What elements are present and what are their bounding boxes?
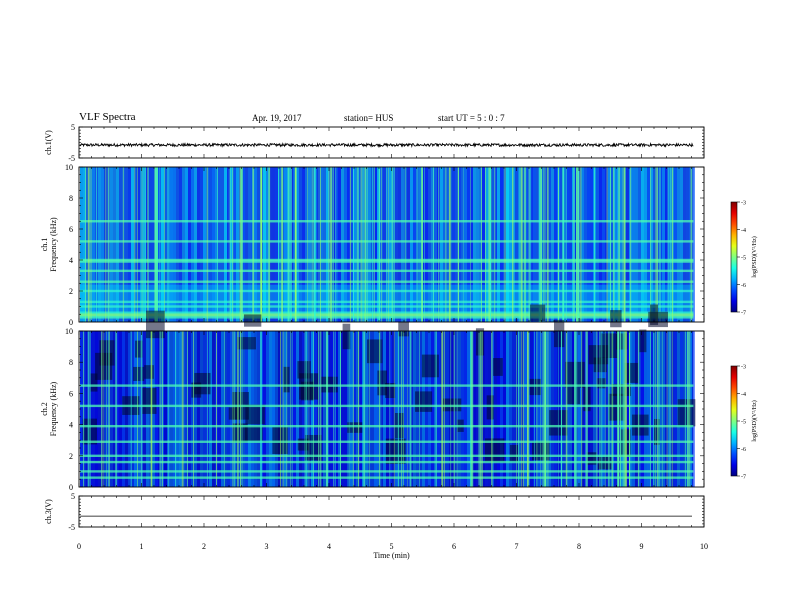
colorbar-label: log(PSD)(V²/Hz) (751, 400, 758, 441)
x-tick-label: 8 (577, 542, 581, 551)
panel-frame (78, 126, 705, 159)
y-tick-label: -5 (68, 523, 75, 532)
colorbar-tick-label: -4 (741, 392, 746, 398)
colorbar-tick-label: -3 (741, 201, 746, 207)
x-tick-label: 9 (640, 542, 644, 551)
y-tick-label: 0 (69, 318, 73, 327)
x-tick-label: 2 (202, 542, 206, 551)
date-label: Apr. 19, 2017 (252, 113, 302, 123)
y-tick-label: 10 (65, 327, 73, 336)
colorbar-tick-label: -7 (741, 311, 746, 317)
frequency-band-line (80, 404, 694, 408)
y-tick-label: 4 (69, 421, 73, 430)
y-tick-label: 8 (69, 194, 73, 203)
y-tick-label: 4 (69, 256, 73, 265)
y-tick-label: 6 (69, 225, 73, 234)
colorbar-tick-label: -5 (741, 256, 746, 262)
frequency-band-line (80, 424, 694, 428)
y-axis-label: Frequency (kHz) (49, 217, 58, 272)
y-tick-label: 10 (65, 163, 73, 172)
spectrogram-ch1 (80, 167, 695, 322)
y-tick-label: 0 (69, 483, 73, 492)
y-tick-label: 2 (69, 287, 73, 296)
x-tick-label: 3 (265, 542, 269, 551)
colorbar-tick-label: -4 (741, 228, 746, 234)
spectrogram-ch2 (80, 304, 696, 487)
colorbar (730, 201, 738, 313)
y-axis-label: ch.3(V) (44, 499, 53, 524)
x-tick-label: 4 (327, 542, 331, 551)
y-tick-label: 2 (69, 452, 73, 461)
frequency-band-line (80, 454, 694, 457)
y-axis-label: Frequency (kHz) (49, 381, 58, 436)
x-axis-label: Time (min) (373, 551, 410, 560)
colorbar-tick-label: -5 (741, 420, 746, 426)
x-tick-label: 6 (452, 542, 456, 551)
frequency-band-line (80, 384, 694, 387)
frequency-band-line (80, 440, 694, 443)
start-time-label: start UT = 5 : 0 : 7 (438, 113, 505, 123)
colorbar-label: log(PSD)(V²/Hz) (751, 236, 758, 277)
channel-label: ch.2 (40, 402, 49, 416)
chart-title: VLF Spectra (79, 111, 136, 123)
x-tick-label: 5 (390, 542, 394, 551)
y-tick-label: 6 (69, 389, 73, 398)
y-tick-label: 5 (71, 492, 75, 501)
ch1-waveform-line (79, 142, 694, 148)
x-tick-label: 0 (77, 542, 81, 551)
channel-label: ch.1 (40, 238, 49, 252)
y-axis-label: ch.1(V) (44, 130, 53, 155)
y-tick-label: -5 (68, 154, 75, 163)
colorbar (730, 365, 738, 477)
colorbar-tick-label: -3 (741, 365, 746, 371)
frequency-band-line (80, 470, 694, 473)
colorbar-tick-label: -6 (741, 447, 746, 453)
y-tick-label: 5 (71, 123, 75, 132)
frequency-band-line (80, 460, 694, 464)
colorbar-tick-label: -6 (741, 283, 746, 289)
x-tick-label: 10 (700, 542, 708, 551)
panel-frame (78, 495, 705, 528)
colorbar-tick-label: -7 (741, 475, 746, 481)
station-label: station= HUS (344, 113, 394, 123)
x-tick-label: 7 (515, 542, 519, 551)
y-tick-label: 8 (69, 358, 73, 367)
frequency-band-line (80, 476, 694, 479)
x-tick-label: 1 (140, 542, 144, 551)
